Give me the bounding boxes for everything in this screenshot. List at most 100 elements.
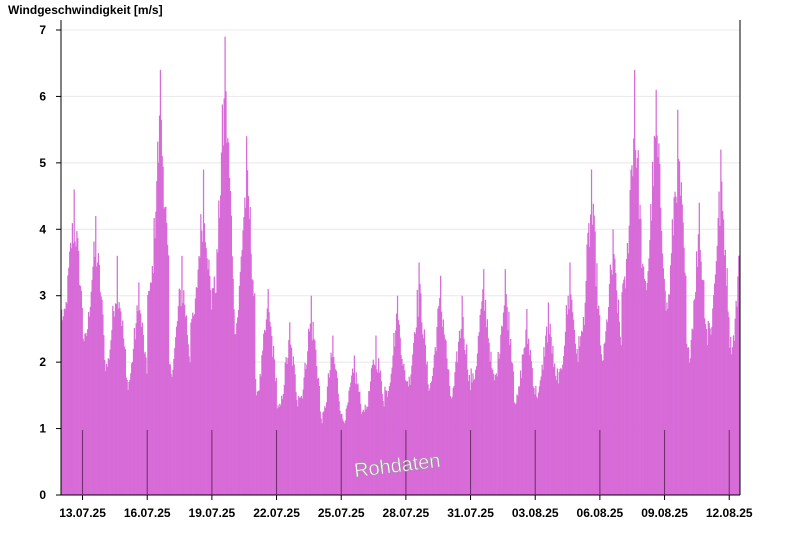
bar <box>265 319 268 495</box>
bar <box>536 396 538 495</box>
bar <box>198 255 200 495</box>
bar <box>634 69 636 495</box>
bar <box>463 338 465 495</box>
bar <box>103 335 105 495</box>
bar <box>704 324 707 495</box>
bar <box>563 345 566 495</box>
bar <box>482 289 484 495</box>
bar <box>494 374 497 495</box>
bar <box>683 247 685 495</box>
bar <box>544 356 546 495</box>
bar <box>220 152 223 495</box>
bar <box>510 338 512 495</box>
bar <box>382 401 384 495</box>
bar <box>627 253 629 495</box>
bar <box>603 343 605 495</box>
bar <box>590 214 592 495</box>
bar <box>550 336 552 495</box>
bar <box>126 379 128 495</box>
bar <box>592 203 594 495</box>
bar <box>698 202 700 495</box>
bar <box>294 374 296 495</box>
bar <box>729 347 731 495</box>
bar <box>669 294 671 495</box>
bar <box>142 334 144 495</box>
bar <box>211 288 214 495</box>
bar <box>362 409 365 495</box>
bar <box>272 345 275 495</box>
bar <box>616 290 618 495</box>
bar <box>182 303 184 495</box>
bar <box>674 191 676 495</box>
bar <box>128 381 130 495</box>
bar <box>735 300 737 495</box>
bar <box>730 336 732 495</box>
bar <box>441 327 444 495</box>
bar <box>568 309 570 495</box>
bar <box>217 252 219 495</box>
bar <box>84 333 86 495</box>
bar <box>97 253 100 495</box>
x-tick-label: 12.08.25 <box>706 506 753 520</box>
bar <box>267 289 269 495</box>
bar <box>564 331 567 495</box>
bar <box>643 266 645 495</box>
bar <box>298 395 300 495</box>
bar <box>323 411 325 495</box>
x-tick-label: 31.07.25 <box>447 506 494 520</box>
x-tick-label: 19.07.25 <box>189 506 236 520</box>
bar <box>593 215 595 496</box>
bar <box>668 294 670 495</box>
bar <box>591 224 594 495</box>
bar <box>286 363 288 495</box>
bar <box>391 367 393 495</box>
bar <box>309 323 312 495</box>
bar <box>178 288 180 495</box>
bar <box>686 343 688 495</box>
bar <box>164 207 166 495</box>
bar <box>207 269 209 495</box>
bar <box>288 340 290 495</box>
bar <box>607 306 610 495</box>
bar <box>282 393 285 495</box>
bar <box>240 256 242 495</box>
bar <box>436 326 438 495</box>
bar <box>704 318 706 495</box>
y-tick-label: 1 <box>39 422 46 436</box>
bar <box>112 305 114 495</box>
bar <box>102 314 104 495</box>
bar <box>132 348 135 495</box>
bar <box>201 230 203 495</box>
bar <box>419 283 421 495</box>
bar <box>242 230 244 495</box>
bar <box>317 377 320 495</box>
bar <box>504 269 506 495</box>
bar <box>70 248 73 495</box>
bar <box>116 255 118 495</box>
bar <box>315 349 317 495</box>
bar <box>117 308 119 495</box>
bar <box>524 347 526 495</box>
bar <box>210 289 212 495</box>
bar <box>607 322 609 495</box>
bar <box>541 364 543 495</box>
bar <box>61 320 64 495</box>
bar <box>546 326 548 495</box>
bar <box>718 191 720 496</box>
bar <box>371 365 374 495</box>
bar <box>587 232 589 495</box>
bar <box>708 322 710 495</box>
bar <box>687 347 690 495</box>
bar <box>462 316 464 495</box>
bar <box>228 142 230 496</box>
bar <box>269 321 271 495</box>
bar <box>316 378 319 495</box>
bar <box>322 412 324 495</box>
bar <box>278 407 280 495</box>
bar <box>678 158 680 495</box>
bar <box>440 275 442 495</box>
bar <box>257 390 259 495</box>
bar <box>421 322 423 495</box>
bar <box>545 335 547 495</box>
